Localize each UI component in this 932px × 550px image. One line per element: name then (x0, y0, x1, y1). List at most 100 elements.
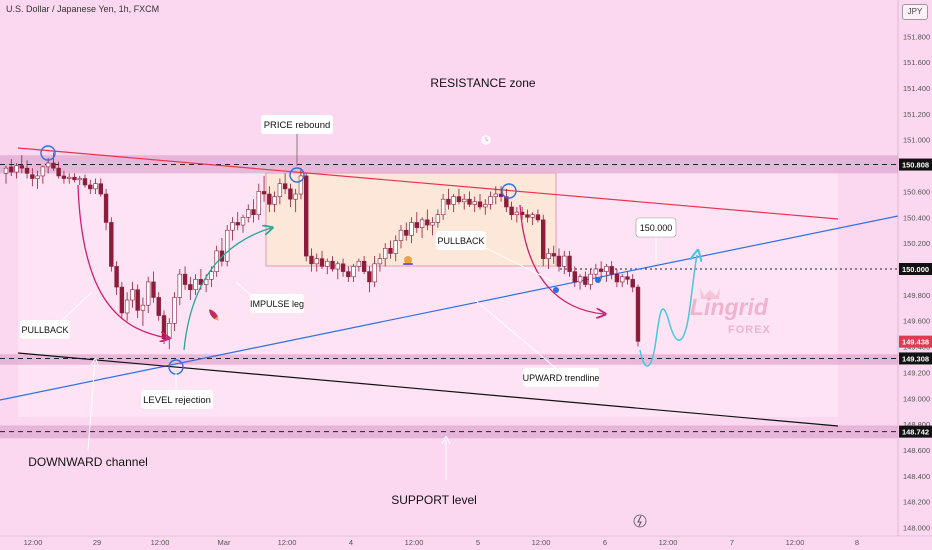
candle-92 (488, 191, 493, 210)
candle-49 (261, 175, 267, 202)
pullback-arrow-right (519, 204, 604, 314)
candle-body-55 (293, 193, 298, 200)
candle-body-81 (430, 222, 435, 226)
candle-body-91 (483, 204, 488, 208)
candle-116 (614, 269, 620, 288)
candle-body-52 (277, 183, 283, 197)
y-tick-label-13: 149.200 (903, 368, 930, 377)
candle-64 (340, 258, 346, 277)
candle-body-64 (340, 263, 346, 272)
x-tick-label-0: 12:00 (24, 538, 43, 547)
candle-body-46 (246, 209, 251, 218)
candle-48 (256, 183, 261, 220)
candle-body-14 (77, 178, 82, 181)
candle-body-63 (335, 263, 340, 270)
candle-54 (288, 183, 293, 207)
candle-70 (372, 256, 377, 288)
candle-body-116 (614, 273, 620, 283)
candle-body-82 (435, 214, 441, 223)
pivot-circle-left (40, 145, 56, 161)
candle-29 (156, 292, 161, 321)
candle-105 (556, 248, 562, 272)
impulse-leg-label: IMPULSE leg (250, 299, 304, 309)
candle-body-73 (388, 248, 393, 254)
candle-body-29 (156, 297, 161, 316)
candle-2 (14, 163, 19, 179)
candle-30 (161, 310, 167, 344)
candle-83 (440, 194, 446, 220)
candle-body-85 (451, 196, 456, 205)
candle-body-51 (272, 196, 277, 205)
clock-icon (481, 135, 491, 145)
candle-body-6 (35, 175, 40, 179)
x-tick-label-12: 12:00 (786, 538, 805, 547)
candle-14 (77, 175, 82, 185)
candle-body-36 (193, 279, 198, 290)
upward-trendline-label: UPWARD trendline (523, 373, 600, 383)
candle-body-112 (593, 268, 599, 275)
price-tag-bg-0 (899, 158, 932, 171)
descending-resistance-line (17, 147, 839, 220)
candle-68 (361, 256, 367, 275)
candle-47 (251, 199, 256, 223)
x-tick-label-1: 29 (93, 538, 101, 547)
y-tick-label-18: 148.200 (903, 498, 930, 507)
candle-body-97 (514, 211, 520, 216)
candlestick-series (3, 152, 641, 350)
candle-45 (240, 214, 246, 233)
candle-body-17 (93, 183, 98, 190)
candle-body-106 (562, 255, 567, 267)
candle-body-101 (535, 214, 541, 221)
candle-18 (98, 178, 103, 197)
candle-76 (404, 222, 409, 241)
price-tag-bg-3 (899, 352, 932, 365)
candle-body-34 (182, 273, 188, 285)
candle-body-70 (372, 263, 377, 283)
candle-body-49 (261, 191, 267, 195)
candle-20 (109, 217, 114, 272)
candle-55 (293, 188, 298, 213)
candle-46 (246, 204, 251, 223)
x-tick-label-2: 12:00 (151, 538, 170, 547)
candle-22 (119, 281, 125, 319)
support-zone-band-upper (0, 354, 898, 365)
candle-69 (367, 266, 372, 293)
rebound-range-box (265, 172, 557, 267)
svg-text:Lingrid: Lingrid (690, 294, 769, 320)
candle-60 (319, 250, 325, 269)
price-tag-bg-2 (899, 335, 932, 348)
candle-75 (398, 225, 404, 249)
candle-77 (409, 217, 414, 244)
candle-88 (467, 191, 472, 207)
candle-11 (61, 170, 67, 184)
x-tick-label-4: 12:00 (278, 538, 297, 547)
y-tick-label-4: 151.000 (903, 136, 930, 145)
candle-79 (419, 217, 425, 238)
candle-86 (456, 188, 462, 205)
currency-button[interactable]: JPY (902, 4, 928, 20)
candle-body-28 (151, 281, 156, 298)
price-rebound-label: PRICE rebound (264, 120, 331, 131)
candle-body-15 (82, 178, 88, 186)
y-tick-label-2: 151.400 (903, 84, 930, 93)
candle-21 (114, 261, 119, 295)
impulse-arrow (183, 228, 271, 351)
candle-body-8 (45, 162, 51, 168)
candle-body-80 (425, 219, 430, 226)
candle-25 (135, 284, 140, 319)
candle-51 (272, 191, 277, 213)
y-tick-label-15: 148.800 (903, 420, 930, 429)
candle-body-99 (525, 214, 530, 218)
candle-body-0 (3, 167, 9, 174)
candle-body-117 (620, 276, 625, 283)
price-tag-label-2: 149.438 (902, 338, 929, 347)
candle-87 (462, 194, 467, 210)
candle-body-72 (383, 248, 388, 259)
candle-57 (304, 173, 309, 262)
candle-body-61 (325, 260, 330, 267)
candle-body-86 (456, 196, 462, 203)
candle-body-102 (541, 219, 546, 259)
candle-90 (477, 194, 483, 210)
candle-59 (314, 253, 319, 272)
